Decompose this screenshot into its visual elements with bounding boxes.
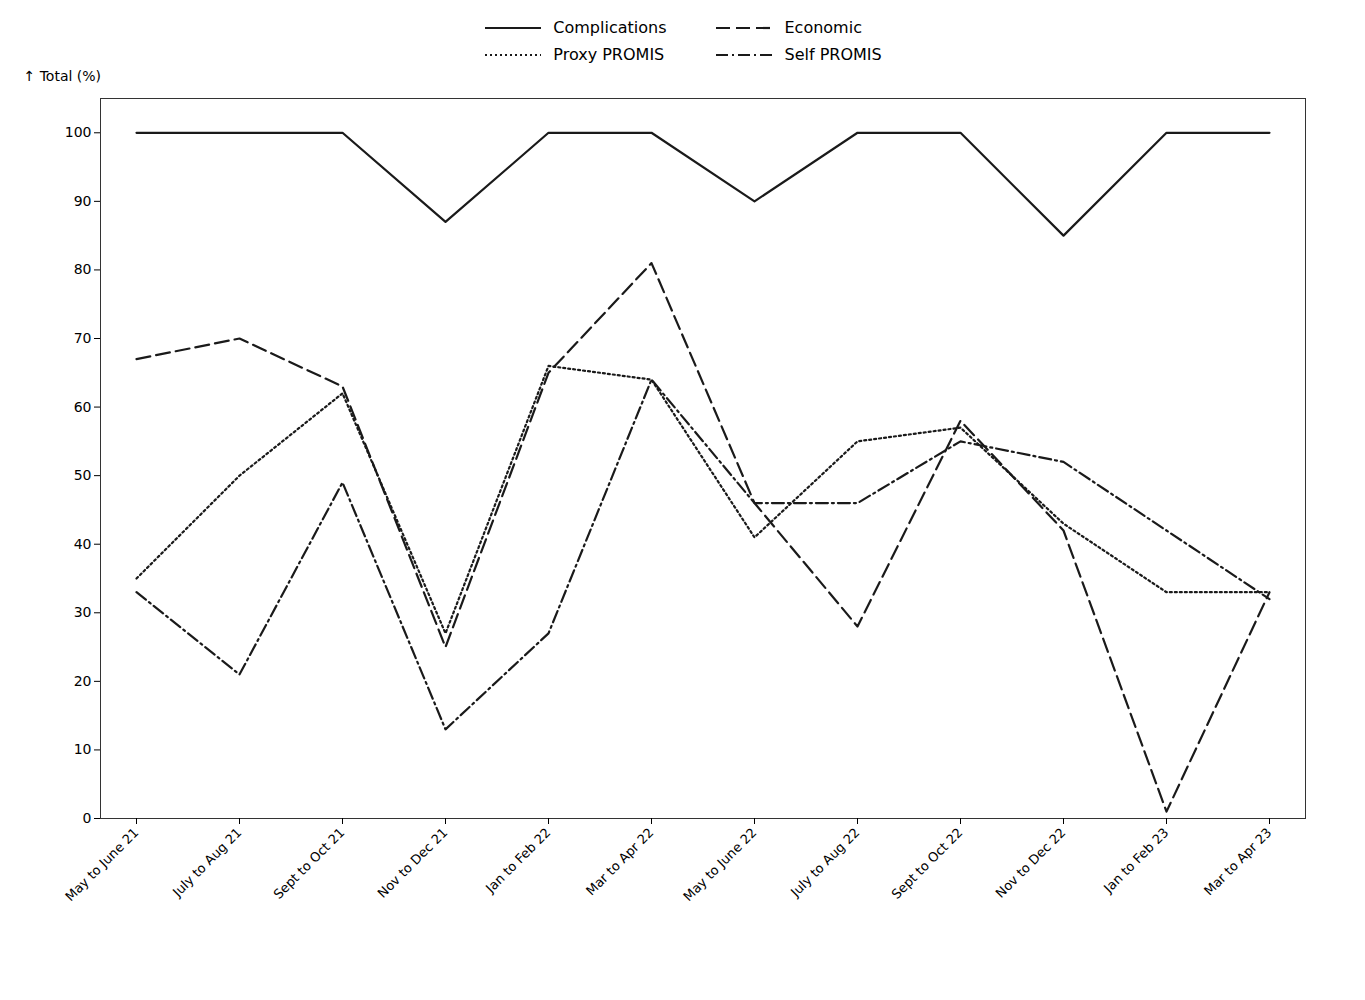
svg-text:20: 20 (74, 673, 92, 689)
svg-text:100: 100 (65, 124, 92, 140)
svg-text:60: 60 (74, 399, 92, 415)
svg-text:40: 40 (74, 536, 92, 552)
svg-text:80: 80 (74, 261, 92, 277)
svg-text:Sept to Oct 21: Sept to Oct 21 (270, 825, 347, 902)
html-text:Complications: Complications (553, 18, 667, 37)
svg-text:May to June 22: May to June 22 (680, 825, 759, 904)
svg-text:Sept to Oct 22: Sept to Oct 22 (888, 825, 965, 902)
html-text:Self PROMIS: Self PROMIS (784, 45, 882, 64)
svg-text:Nov to Dec 22: Nov to Dec 22 (993, 825, 1069, 901)
svg-text:0: 0 (83, 810, 92, 826)
svg-text:50: 50 (74, 467, 92, 483)
svg-text:July to Aug 21: July to Aug 21 (169, 825, 244, 900)
svg-text:Jan to Feb 23: Jan to Feb 23 (1100, 825, 1171, 896)
svg-text:↑ Total (%): ↑ Total (%) (24, 68, 102, 84)
svg-text:Mar to Apr 23: Mar to Apr 23 (1201, 825, 1275, 899)
svg-text:30: 30 (74, 604, 92, 620)
svg-text:90: 90 (74, 193, 92, 209)
html-text:Economic: Economic (784, 18, 862, 37)
svg-text:Jan to Feb 22: Jan to Feb 22 (482, 825, 553, 896)
svg-text:May to June 21: May to June 21 (62, 825, 141, 904)
svg-text:10: 10 (74, 741, 92, 757)
svg-text:Mar to Apr 22: Mar to Apr 22 (583, 825, 657, 899)
svg-text:July to Aug 22: July to Aug 22 (787, 825, 862, 900)
svg-text:70: 70 (74, 330, 92, 346)
svg-text:Nov to Dec 21: Nov to Dec 21 (375, 825, 451, 901)
html-text:Proxy PROMIS: Proxy PROMIS (553, 45, 665, 64)
